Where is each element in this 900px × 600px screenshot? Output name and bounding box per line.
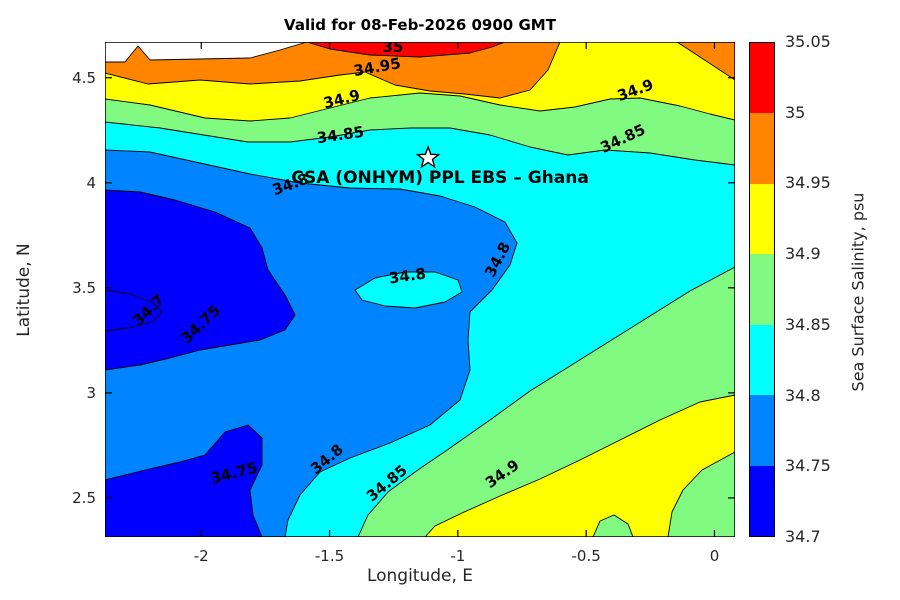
plot-area: 35 34.95 34.9 34.85 34.8 34.9 34.85 34.8 34.8 34.…: [104, 38, 736, 538]
star-marker: [415, 144, 441, 169]
colorbar: [749, 42, 775, 537]
band-darkblue-west: [104, 189, 296, 371]
colorbar-tick-label: 34.7: [785, 527, 821, 546]
x-tick-label: -1: [450, 547, 466, 565]
site-annotation: CSA (ONHYM) PPL EBS – Ghana: [291, 168, 589, 188]
x-tick-label: -0.5: [571, 547, 601, 565]
colorbar-segment: [750, 395, 774, 466]
x-axis-label: Longitude, E: [366, 566, 474, 586]
y-tick-label: 3: [86, 383, 96, 402]
x-tick-label: -1.5: [314, 547, 345, 565]
band-white-nan: [104, 41, 308, 63]
colorbar-segment: [750, 183, 774, 255]
colorbar-tick-label: 34.75: [785, 456, 831, 476]
colorbar-segment: [750, 324, 774, 396]
colorbar-label: Sea Surface Salinity, psu: [848, 192, 868, 392]
y-tick-label: 3.5: [72, 278, 96, 297]
axis-ticks: [105, 42, 735, 537]
contour-label: 35: [382, 42, 403, 56]
x-tick-label: -2: [193, 547, 209, 565]
plot-title: Valid for 08-Feb-2026 0900 GMT: [284, 16, 556, 34]
band-cyan-lens: [354, 271, 463, 309]
colorbar-tick-label: 34.85: [785, 314, 831, 334]
colorbar-segment: [750, 254, 774, 325]
colorbar-tick-label: 35.05: [785, 32, 831, 51]
colorbar-tick-label: 35: [785, 102, 806, 122]
band-red-north: [306, 41, 506, 58]
x-tick-label: 0: [709, 547, 720, 565]
contour-label: 34.8: [388, 264, 427, 287]
colorbar-tick-label: 34.8: [785, 385, 821, 405]
y-axis-label: Latitude, N: [14, 243, 34, 337]
contour-34p7-closed: [104, 289, 163, 332]
colorbar-segment: [750, 465, 774, 536]
colorbar-tick-label: 34.9: [785, 244, 821, 264]
colorbar-segment: [750, 113, 774, 184]
y-tick-label: 4: [86, 173, 96, 192]
y-tick-label: 4.5: [72, 68, 96, 87]
y-tick-label: 2.5: [72, 488, 96, 507]
colorbar-segment: [750, 43, 774, 114]
colorbar-tick-label: 34.95: [785, 173, 831, 193]
